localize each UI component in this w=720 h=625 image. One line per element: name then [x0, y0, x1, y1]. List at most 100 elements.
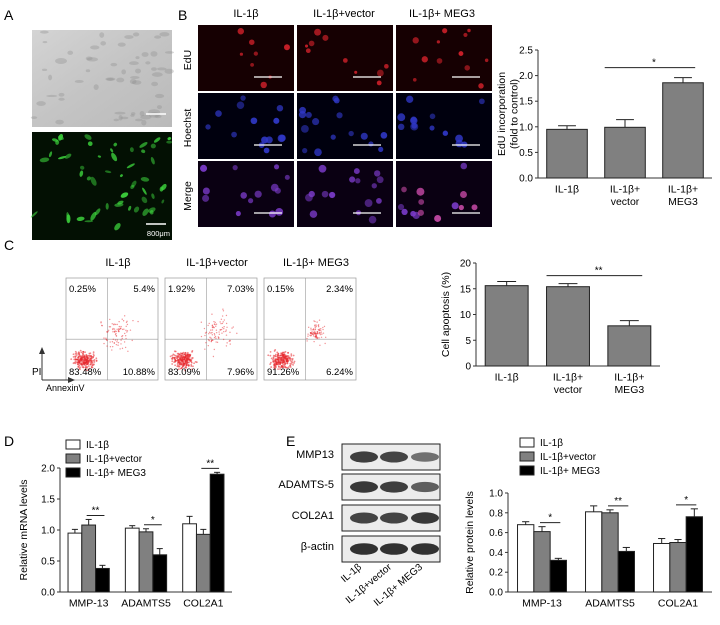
y-tick-label: 1.0	[489, 489, 503, 500]
nucleus	[376, 69, 384, 77]
x-tick-label: vector	[611, 196, 640, 208]
event-dot	[274, 364, 277, 366]
nucleus	[205, 124, 211, 130]
nucleus	[471, 204, 478, 211]
cell-shape	[130, 76, 140, 79]
gfp-cell	[84, 220, 94, 223]
event-dot	[320, 327, 322, 330]
cell-shape	[151, 67, 157, 71]
event-dot	[80, 351, 83, 354]
event-dot	[280, 352, 283, 354]
event-dot	[293, 362, 295, 364]
flow-col-label-2: IL-1β+vector	[186, 257, 248, 269]
event-dot	[179, 355, 182, 357]
flow-plot-frame	[263, 277, 357, 381]
significance-star: *	[684, 495, 688, 506]
nucleus	[265, 136, 273, 144]
event-dot	[282, 361, 285, 364]
y-tick-label: 5	[465, 336, 471, 347]
event-dot	[281, 353, 284, 355]
cell-shape	[39, 30, 49, 34]
event-dot	[78, 354, 81, 357]
gfp-cells	[30, 133, 173, 231]
event-dot	[70, 358, 73, 361]
flow-plots: 0.25% 5.4% 83.48% 10.88% 1.92% 7.03% 83.09% 7.9…	[65, 277, 357, 381]
event-dot	[109, 346, 112, 348]
event-dot	[85, 353, 88, 356]
y-axis-label: (fold to control)	[508, 79, 520, 149]
event-dot	[179, 367, 182, 370]
cell-shape	[120, 116, 129, 120]
event-dot	[83, 359, 86, 362]
blot-band	[411, 512, 439, 524]
event-dot	[101, 324, 103, 327]
flow-col-label-1: IL-1β	[105, 257, 130, 269]
event-dot	[273, 366, 276, 369]
event-dot	[315, 324, 317, 326]
event-dot	[292, 363, 295, 366]
gfp-cell	[30, 211, 38, 218]
event-dot	[210, 329, 212, 331]
gfp-cell	[105, 203, 109, 210]
event-dot	[114, 339, 117, 341]
event-dot	[106, 339, 108, 342]
scale-label-b: 500μm	[465, 225, 488, 234]
quadrant-percent-ur: 2.34%	[326, 284, 353, 295]
blot-band	[350, 512, 378, 524]
event-dot	[116, 323, 118, 326]
event-dot	[83, 363, 86, 366]
nucleus	[376, 80, 382, 86]
gfp-cell	[119, 174, 123, 178]
x-tick-label: IL-1β+	[553, 372, 583, 384]
event-dot	[79, 366, 81, 369]
event-dot	[73, 358, 76, 361]
event-dot	[215, 337, 217, 340]
gfp-cell	[86, 176, 91, 181]
nucleus	[254, 190, 262, 198]
grid-col-label-2: IL-1β+vector	[313, 8, 375, 20]
cell-shape	[55, 58, 67, 64]
event-dot	[89, 359, 92, 362]
event-dot	[225, 330, 227, 333]
blot-band	[380, 451, 408, 463]
event-dot	[193, 362, 196, 365]
gfp-cell	[97, 155, 102, 158]
nucleus	[354, 70, 358, 74]
y-tick-label: 0.5	[519, 148, 533, 159]
event-dot	[181, 359, 184, 362]
event-dot	[187, 364, 189, 366]
event-dot	[309, 332, 312, 334]
micrograph-tiles	[198, 25, 492, 227]
event-dot	[322, 332, 325, 334]
cell-shape	[58, 92, 65, 97]
x-tick-label: IL-1β+	[610, 184, 640, 196]
event-dot	[222, 338, 225, 341]
event-dot	[220, 318, 223, 321]
event-dot	[219, 329, 222, 331]
event-dot	[211, 313, 213, 315]
gfp-cell	[130, 184, 135, 189]
event-dot	[87, 368, 90, 371]
event-dot	[184, 369, 186, 372]
nucleus	[260, 81, 267, 89]
gfp-cell	[159, 186, 164, 192]
nucleus	[464, 65, 470, 71]
event-dot	[211, 331, 213, 334]
event-dot	[131, 339, 133, 342]
significance-star: **	[206, 458, 214, 469]
event-dot	[277, 368, 279, 371]
event-dot	[318, 329, 321, 332]
event-dot	[225, 314, 228, 317]
nucleus	[484, 58, 489, 63]
gfp-cell	[131, 180, 137, 188]
event-dot	[313, 340, 315, 343]
nucleus	[309, 210, 318, 218]
event-dot	[176, 357, 179, 359]
event-dot	[218, 333, 221, 336]
legend-label: IL-1β+ MEG3	[86, 468, 146, 479]
event-dot	[87, 365, 90, 368]
nucleus	[368, 215, 377, 224]
nucleus	[374, 170, 381, 177]
y-tick-label: 15	[460, 284, 472, 295]
event-dot	[132, 319, 134, 322]
